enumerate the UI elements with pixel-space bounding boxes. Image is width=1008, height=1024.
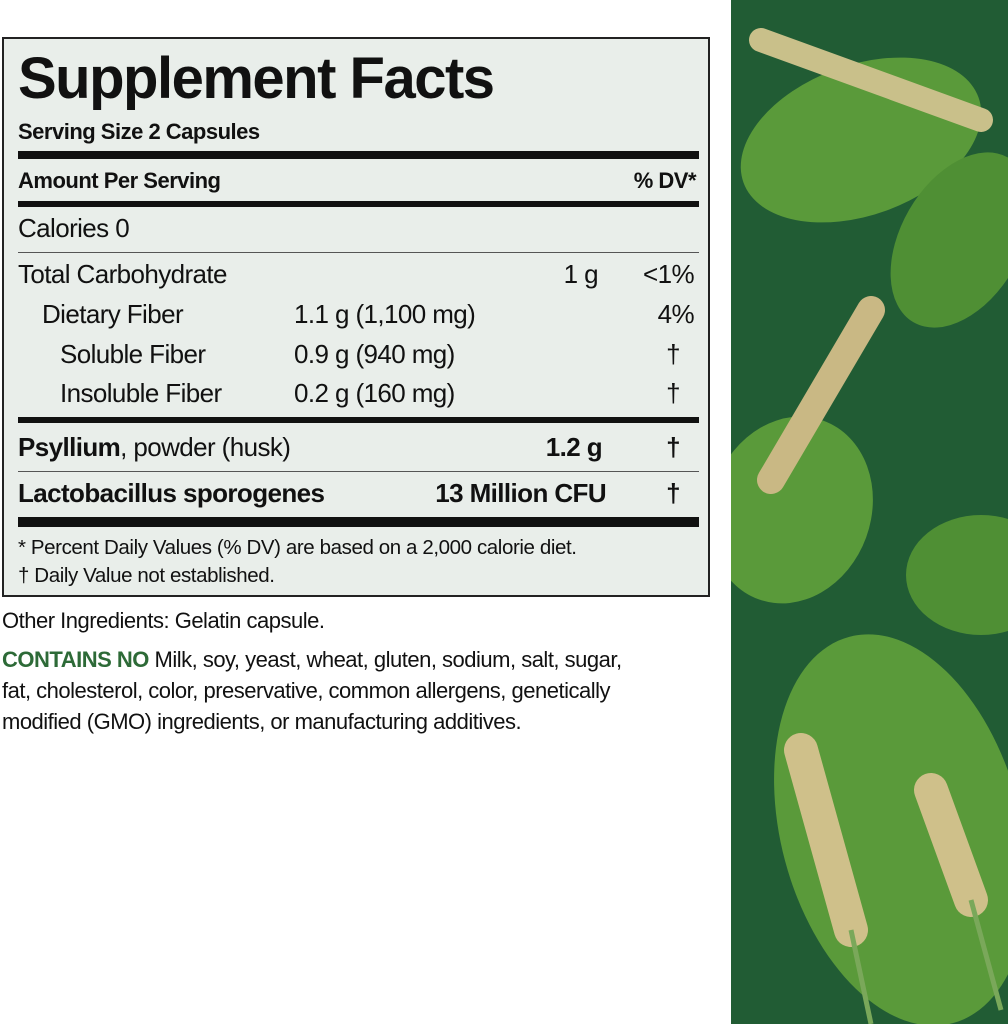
dv-header: % DV* [633,168,697,193]
psyllium-amount: 1.2 g [545,432,603,462]
psyllium-name: Psyllium [18,432,121,462]
plantain-leaves-image [731,0,1008,1024]
lacto-dv: † [666,478,680,508]
row-name: Dietary Fiber [42,299,184,329]
lacto-amount: 13 Million CFU [435,478,606,508]
row-amount: 1 g [563,259,599,289]
contains-no-line2: fat, cholesterol, color, preservative, c… [2,678,610,703]
psyllium-dv: † [666,432,680,462]
row-amount: 1.1 g (1,100 mg) [294,299,476,329]
divider [18,151,699,159]
row-amount: 0.2 g (160 mg) [294,378,455,408]
contains-no-text: Milk, soy, yeast, wheat, gluten, sodium,… [148,647,622,672]
lacto-name: Lactobacillus sporogenes [18,478,325,508]
panel-title: Supplement Facts [18,46,495,111]
footnote-dagger: † Daily Value not established. [18,564,275,587]
serving-size: Serving Size 2 Capsules [18,119,260,144]
row-name: Total Carbohydrate [18,259,227,289]
footnote-dv: * Percent Daily Values (% DV) are based … [18,536,577,559]
psyllium-row: Psyllium, powder (husk) [18,432,291,463]
row-name: Insoluble Fiber [60,378,222,408]
contains-no-label: CONTAINS NO [2,647,149,672]
divider [18,201,699,207]
calories: Calories 0 [18,213,130,243]
row-dv: † [666,378,680,408]
row-dv: <1% [643,259,695,289]
supplement-facts-panel: Supplement Facts Serving Size 2 Capsules… [2,37,710,597]
contains-no-line1: CONTAINS NO Milk, soy, yeast, wheat, glu… [2,647,622,673]
other-ingredients: Other Ingredients: Gelatin capsule. [2,608,325,633]
row-dv: † [666,339,680,369]
divider [18,252,699,253]
amount-header: Amount Per Serving [18,168,221,193]
divider [18,417,699,423]
divider [18,471,699,472]
row-name: Soluble Fiber [60,339,206,369]
contains-no-line3: modified (GMO) ingredients, or manufactu… [2,709,522,734]
row-amount: 0.9 g (940 mg) [294,339,455,369]
psyllium-desc: , powder (husk) [120,432,291,462]
row-dv: 4% [657,299,695,329]
divider [18,517,699,527]
leaf-illustration [731,28,1008,1024]
